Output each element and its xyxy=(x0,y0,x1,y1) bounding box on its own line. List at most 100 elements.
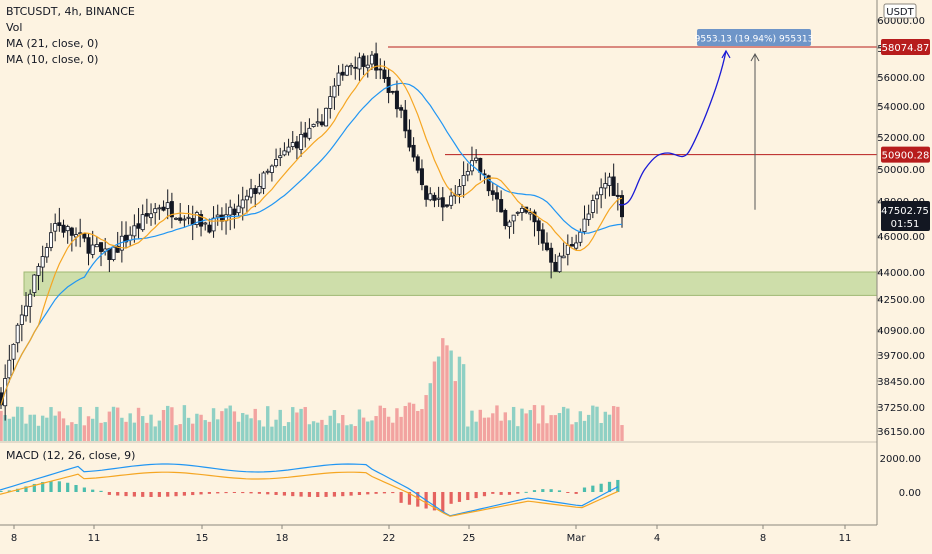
candle-body xyxy=(203,222,208,225)
volume-bar xyxy=(216,419,220,441)
candle xyxy=(536,218,541,245)
candle-body xyxy=(61,224,66,233)
candle-body xyxy=(336,72,341,86)
macd-histogram-bar xyxy=(24,486,28,492)
volume-bar xyxy=(370,420,374,441)
candle xyxy=(540,223,545,251)
volume-bar xyxy=(257,420,262,441)
candle xyxy=(294,135,299,160)
volume-bar xyxy=(145,422,149,441)
volume-bar xyxy=(324,424,328,441)
volume-bar xyxy=(441,338,445,441)
candle xyxy=(228,199,233,231)
volume-bar xyxy=(32,414,37,441)
candle-body xyxy=(444,204,449,207)
candle-body xyxy=(532,211,537,223)
candle-body xyxy=(415,156,420,171)
resistance-price-label-bg xyxy=(881,146,930,163)
macd-histogram-bar xyxy=(299,492,303,497)
macd-legend[interactable]: MACD (12, 26, close, 9) xyxy=(6,449,136,462)
candle-body xyxy=(269,165,274,173)
candle xyxy=(490,182,495,201)
volume-bar xyxy=(90,418,95,441)
symbol-title[interactable]: BTCUSDT, 4h, BINANCE xyxy=(6,5,135,18)
volume-bar xyxy=(199,414,203,441)
candle-body xyxy=(374,53,379,71)
candle xyxy=(328,86,333,119)
volume-bar xyxy=(566,408,570,441)
volume-bar xyxy=(616,406,620,441)
volume-bar xyxy=(428,383,432,441)
indicator-ma10[interactable]: MA (10, close, 0) xyxy=(6,53,99,66)
candle xyxy=(586,204,591,226)
volume-bar xyxy=(103,422,107,441)
candle xyxy=(11,343,16,373)
candle-body xyxy=(607,176,612,186)
candle-body xyxy=(582,218,587,233)
candle-body xyxy=(194,212,199,225)
resistance-price-label: 50900.28 xyxy=(881,146,930,163)
indicator-ma21[interactable]: MA (21, close, 0) xyxy=(6,37,99,50)
volume-bar xyxy=(466,426,470,441)
candle-body xyxy=(611,176,616,196)
volume-bar xyxy=(111,406,116,441)
volume-bar xyxy=(357,409,362,441)
signal-line xyxy=(0,471,619,517)
candle xyxy=(111,246,116,262)
macd-histogram-bar xyxy=(366,492,370,495)
volume-bar xyxy=(603,411,608,441)
last-price-label xyxy=(881,201,930,231)
candle xyxy=(474,149,479,164)
currency-badge-text: USDT xyxy=(886,7,914,18)
chart-legend: BTCUSDT, 4h, BINANCE Vol MA (21, close, … xyxy=(6,4,135,68)
candle xyxy=(511,214,516,234)
volume-bar xyxy=(378,405,382,441)
macd-histogram-bar xyxy=(307,492,312,497)
volume-bar xyxy=(374,416,378,441)
volume-bar xyxy=(570,424,574,441)
candle xyxy=(411,137,416,162)
candle-body xyxy=(232,208,237,216)
candle-body xyxy=(32,274,37,293)
candle-body xyxy=(528,212,533,215)
volume-bar xyxy=(299,408,303,441)
volume-bar xyxy=(70,422,74,441)
candle-body xyxy=(149,213,154,219)
volume-bar xyxy=(332,410,337,441)
candle xyxy=(165,189,170,220)
candle xyxy=(286,138,291,156)
candle-body xyxy=(620,195,625,218)
volume-bar xyxy=(407,402,412,441)
candle xyxy=(190,205,195,241)
candle xyxy=(461,161,466,198)
candle xyxy=(336,65,341,96)
candle-body xyxy=(78,232,83,235)
candle-body xyxy=(549,247,554,263)
macd-histogram-bar xyxy=(566,492,570,493)
candle-body xyxy=(324,107,329,127)
candle-body xyxy=(161,206,166,211)
volume-bar xyxy=(316,422,320,441)
candle-body xyxy=(536,220,541,232)
time-tick-label: Mar xyxy=(567,533,587,544)
candle xyxy=(561,242,566,259)
candle xyxy=(553,254,558,272)
candle-body xyxy=(253,188,258,195)
macd-histogram-bar xyxy=(524,491,528,493)
macd-histogram-bar xyxy=(149,492,153,497)
macd-histogram-bar xyxy=(491,492,495,494)
volume-bar xyxy=(99,422,103,441)
macd-histogram-bar xyxy=(391,492,395,494)
candle-body xyxy=(124,234,129,243)
resistance-price-label-text: 50900.28 xyxy=(882,151,930,162)
volume-bar xyxy=(520,408,524,441)
volume-bar xyxy=(411,403,416,441)
macd-histogram-bar xyxy=(157,492,161,497)
ma10-line xyxy=(0,65,623,405)
volume-bar xyxy=(203,420,207,441)
volume-bar xyxy=(3,415,7,441)
candle-body xyxy=(328,96,333,109)
time-tick-label: 8 xyxy=(11,533,17,544)
price-tick-label: 36150.00 xyxy=(877,427,925,438)
indicator-vol[interactable]: Vol xyxy=(6,21,23,34)
